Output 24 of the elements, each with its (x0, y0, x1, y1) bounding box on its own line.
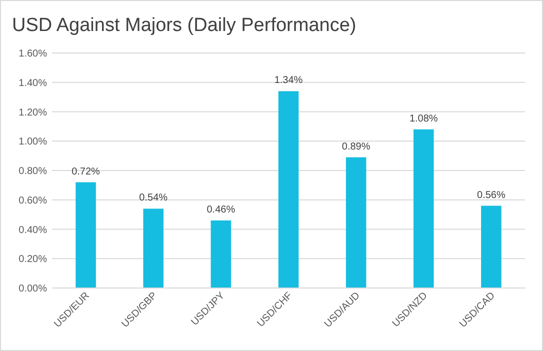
bar (346, 157, 366, 288)
data-label: 0.56% (477, 190, 506, 201)
bar (210, 220, 232, 288)
y-tick-label: 1.60% (18, 48, 48, 60)
chart-title: USD Against Majors (Daily Performance) (12, 15, 356, 36)
y-tick-label: 1.40% (18, 78, 48, 89)
data-label: 0.54% (139, 192, 168, 204)
data-label: 1.08% (409, 113, 438, 124)
data-label: 0.72% (72, 166, 100, 178)
bar (414, 129, 434, 288)
bar (278, 91, 299, 288)
bar (481, 206, 502, 288)
y-tick-label: 1.20% (18, 107, 48, 118)
y-tick-label: 0.60% (18, 195, 48, 206)
y-tick-label: 0.80% (18, 166, 48, 177)
y-tick-label: 0.40% (18, 224, 48, 236)
y-tick-label: 0.20% (18, 254, 48, 266)
y-tick-label: 0.00% (18, 284, 48, 294)
y-tick-label: 1.00% (18, 136, 48, 148)
data-label: 0.89% (342, 141, 370, 152)
data-label: 1.34% (274, 75, 303, 86)
bar (143, 208, 164, 288)
data-label: 0.46% (206, 204, 236, 216)
bar (76, 182, 96, 288)
